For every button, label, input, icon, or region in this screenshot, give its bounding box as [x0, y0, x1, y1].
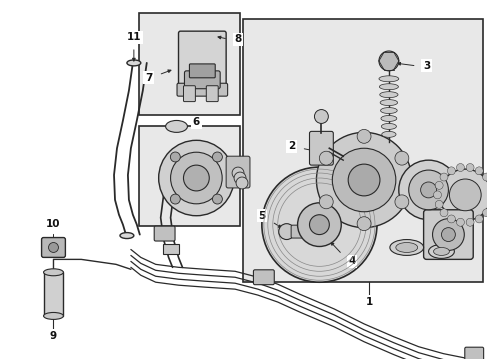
- Text: 11: 11: [126, 32, 141, 42]
- Circle shape: [356, 217, 370, 231]
- Ellipse shape: [381, 131, 395, 137]
- FancyBboxPatch shape: [206, 86, 218, 102]
- Ellipse shape: [380, 108, 396, 113]
- Circle shape: [439, 169, 488, 221]
- Circle shape: [212, 152, 222, 162]
- Circle shape: [434, 201, 442, 208]
- Circle shape: [408, 170, 447, 210]
- Circle shape: [474, 215, 482, 223]
- Circle shape: [482, 209, 488, 217]
- Circle shape: [474, 167, 482, 175]
- Circle shape: [232, 167, 244, 179]
- Text: 9: 9: [50, 331, 57, 341]
- Circle shape: [158, 140, 234, 216]
- Circle shape: [170, 194, 180, 204]
- Text: 7: 7: [145, 73, 152, 83]
- Circle shape: [212, 194, 222, 204]
- Ellipse shape: [379, 84, 398, 90]
- Circle shape: [236, 177, 247, 189]
- Circle shape: [347, 164, 379, 196]
- Ellipse shape: [43, 312, 63, 319]
- Text: 6: 6: [192, 117, 200, 127]
- Circle shape: [439, 173, 447, 181]
- Ellipse shape: [127, 60, 141, 66]
- FancyBboxPatch shape: [184, 71, 220, 89]
- Circle shape: [448, 179, 480, 211]
- Circle shape: [262, 167, 376, 282]
- Circle shape: [456, 163, 464, 171]
- Ellipse shape: [395, 243, 417, 252]
- Circle shape: [398, 160, 457, 220]
- FancyBboxPatch shape: [177, 83, 227, 96]
- Bar: [163, 244, 178, 255]
- Ellipse shape: [120, 233, 134, 239]
- Ellipse shape: [433, 247, 448, 255]
- Circle shape: [394, 151, 408, 165]
- Circle shape: [378, 51, 398, 71]
- Circle shape: [420, 182, 436, 198]
- Circle shape: [319, 151, 332, 165]
- Circle shape: [487, 181, 488, 189]
- Bar: [139, 126, 240, 226]
- Circle shape: [309, 215, 328, 235]
- Circle shape: [482, 173, 488, 181]
- FancyBboxPatch shape: [183, 86, 195, 102]
- Text: 3: 3: [422, 61, 429, 71]
- Circle shape: [487, 201, 488, 208]
- Circle shape: [394, 195, 408, 209]
- Circle shape: [441, 228, 454, 242]
- FancyBboxPatch shape: [309, 131, 333, 165]
- Bar: [43, 272, 63, 316]
- Ellipse shape: [378, 76, 398, 82]
- Circle shape: [48, 243, 59, 252]
- Circle shape: [278, 224, 294, 239]
- Text: 4: 4: [348, 256, 355, 266]
- Ellipse shape: [389, 239, 423, 255]
- FancyBboxPatch shape: [178, 31, 225, 90]
- FancyBboxPatch shape: [423, 210, 472, 260]
- Text: 5: 5: [258, 211, 265, 221]
- Circle shape: [432, 219, 463, 251]
- Circle shape: [170, 152, 222, 204]
- Text: 2: 2: [287, 141, 295, 151]
- Text: 10: 10: [46, 219, 61, 229]
- Ellipse shape: [427, 244, 453, 258]
- Circle shape: [332, 148, 395, 212]
- FancyBboxPatch shape: [290, 225, 315, 238]
- Text: 1: 1: [365, 297, 372, 307]
- Circle shape: [314, 109, 327, 123]
- Ellipse shape: [379, 100, 397, 105]
- FancyBboxPatch shape: [154, 226, 175, 241]
- Circle shape: [356, 129, 370, 143]
- Circle shape: [447, 215, 454, 223]
- Text: 8: 8: [234, 34, 241, 44]
- FancyBboxPatch shape: [464, 347, 483, 360]
- Circle shape: [433, 191, 441, 199]
- Circle shape: [297, 203, 341, 247]
- FancyBboxPatch shape: [41, 238, 65, 257]
- Circle shape: [439, 209, 447, 217]
- Circle shape: [234, 172, 245, 184]
- Circle shape: [456, 218, 464, 226]
- Circle shape: [465, 163, 473, 171]
- Ellipse shape: [381, 123, 396, 129]
- Ellipse shape: [380, 116, 396, 121]
- Circle shape: [183, 165, 209, 191]
- Circle shape: [434, 181, 442, 189]
- FancyBboxPatch shape: [253, 270, 274, 285]
- Ellipse shape: [379, 92, 397, 98]
- Ellipse shape: [165, 121, 187, 132]
- FancyBboxPatch shape: [189, 64, 215, 78]
- Circle shape: [316, 132, 411, 228]
- FancyBboxPatch shape: [225, 156, 249, 188]
- Circle shape: [465, 218, 473, 226]
- Ellipse shape: [43, 269, 63, 276]
- Circle shape: [170, 152, 180, 162]
- Bar: [139, 13, 240, 114]
- Circle shape: [319, 195, 332, 209]
- Circle shape: [447, 167, 454, 175]
- Bar: [243, 19, 482, 282]
